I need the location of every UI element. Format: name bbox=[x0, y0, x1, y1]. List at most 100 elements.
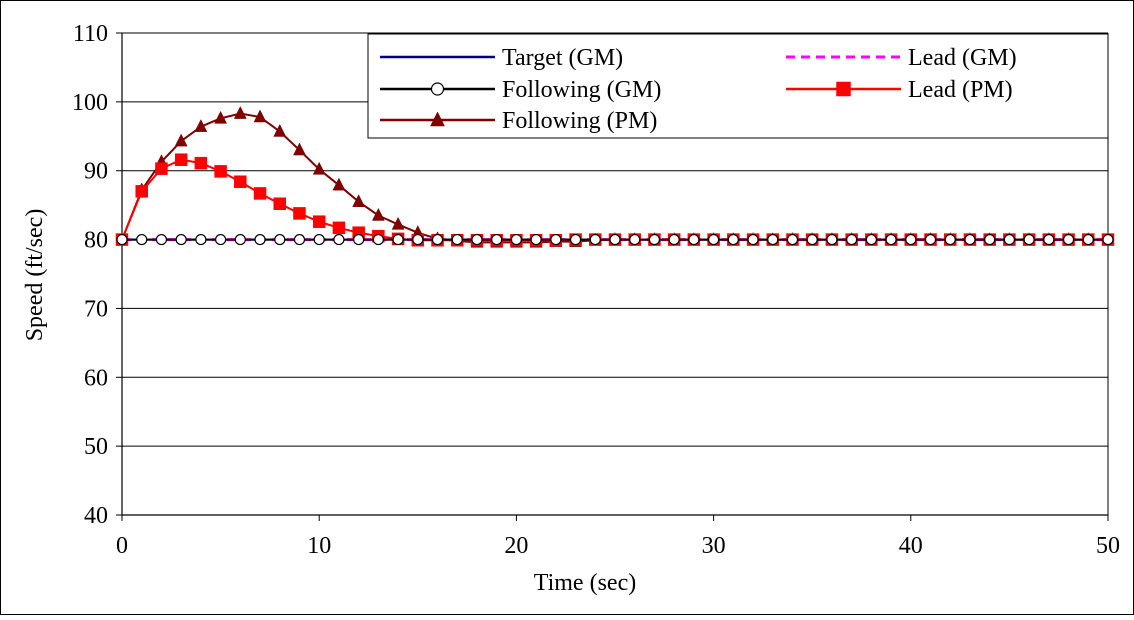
data-point-following-pm bbox=[352, 194, 366, 207]
data-point-following-pm bbox=[233, 106, 247, 119]
data-point-lead-pm bbox=[214, 165, 227, 178]
data-point-following-gm bbox=[905, 233, 917, 246]
legend-swatch-marker bbox=[430, 111, 445, 127]
data-point-following-gm bbox=[293, 233, 306, 246]
data-point-following-pm bbox=[174, 133, 188, 147]
data-point-following-pm bbox=[253, 109, 267, 123]
legend-label: Lead (GM) bbox=[908, 45, 1017, 71]
data-point-following-gm bbox=[648, 233, 661, 246]
data-point-following-gm bbox=[471, 233, 483, 246]
data-point-following-pm bbox=[293, 142, 306, 156]
data-point-following-gm bbox=[924, 233, 937, 246]
data-point-following-gm bbox=[865, 233, 877, 246]
data-point-following-gm bbox=[569, 233, 582, 246]
x-tick-label: 0 bbox=[116, 533, 128, 559]
y-tick-label: 100 bbox=[72, 90, 108, 116]
legend-label: Lead (PM) bbox=[908, 77, 1013, 103]
data-point-following-gm bbox=[1023, 233, 1035, 246]
data-point-following-pm bbox=[312, 161, 326, 175]
data-point-following-gm bbox=[372, 233, 384, 246]
data-point-following-gm bbox=[136, 233, 148, 246]
data-point-following-gm bbox=[629, 233, 641, 246]
data-point-following-pm bbox=[214, 110, 228, 124]
x-tick-label: 40 bbox=[899, 533, 923, 559]
data-point-following-gm bbox=[510, 233, 523, 246]
data-point-following-gm bbox=[609, 233, 621, 246]
y-tick-label: 80 bbox=[84, 228, 108, 254]
data-point-following-gm bbox=[431, 233, 444, 246]
y-tick-label: 40 bbox=[84, 503, 108, 529]
data-point-following-gm bbox=[155, 233, 168, 246]
data-point-following-gm bbox=[707, 233, 720, 246]
data-point-following-gm bbox=[1082, 233, 1094, 246]
x-tick-label: 20 bbox=[504, 533, 528, 559]
data-point-following-gm bbox=[806, 233, 818, 246]
legend-item-target-gm: Target (GM) bbox=[380, 45, 623, 71]
data-point-lead-pm bbox=[293, 207, 306, 220]
data-point-following-gm bbox=[412, 233, 424, 246]
data-point-following-gm bbox=[1062, 233, 1075, 246]
data-point-following-pm bbox=[332, 177, 346, 191]
data-point-following-gm bbox=[254, 233, 266, 246]
data-point-following-gm bbox=[688, 233, 700, 246]
data-point-following-gm bbox=[274, 233, 286, 246]
data-point-lead-pm bbox=[312, 215, 326, 228]
data-point-lead-pm bbox=[135, 185, 148, 198]
data-point-following-gm bbox=[668, 233, 680, 246]
data-point-following-gm bbox=[589, 233, 601, 246]
series-following-gm bbox=[116, 233, 1114, 246]
legend-item-lead-pm: Lead (PM) bbox=[786, 77, 1013, 103]
legend-label: Following (PM) bbox=[502, 108, 657, 134]
data-point-lead-pm bbox=[332, 221, 346, 235]
data-point-following-gm bbox=[195, 233, 207, 246]
data-point-following-gm bbox=[767, 233, 779, 246]
y-tick-label: 50 bbox=[84, 434, 108, 460]
data-point-following-gm bbox=[451, 233, 463, 246]
y-tick-label: 90 bbox=[84, 159, 108, 185]
data-point-following-gm bbox=[313, 233, 325, 246]
data-point-following-gm bbox=[215, 233, 227, 246]
data-point-following-gm bbox=[846, 233, 858, 246]
data-point-following-gm bbox=[1102, 233, 1114, 246]
y-tick-label: 70 bbox=[84, 296, 108, 322]
data-point-following-gm bbox=[234, 233, 246, 246]
x-tick-label: 10 bbox=[307, 533, 331, 559]
data-point-lead-pm bbox=[253, 187, 267, 200]
data-point-following-gm bbox=[1003, 233, 1016, 246]
data-point-following-gm bbox=[944, 233, 956, 246]
series-layer bbox=[115, 106, 1115, 248]
legend-item-lead-gm: Lead (GM) bbox=[786, 45, 1017, 71]
data-point-following-gm bbox=[786, 233, 799, 246]
data-point-following-gm bbox=[116, 233, 128, 246]
data-point-lead-pm bbox=[194, 156, 208, 170]
data-point-following-pm bbox=[194, 119, 208, 132]
data-point-following-gm bbox=[964, 233, 976, 246]
y-axis-title: Speed (ft/sec) bbox=[22, 209, 48, 342]
legend: Target (GM) Lead (GM) Following (GM) Lead (… bbox=[367, 33, 1109, 139]
data-point-following-pm bbox=[273, 123, 287, 137]
data-point-following-gm bbox=[392, 233, 404, 246]
legend-item-following-pm: Following (PM) bbox=[380, 108, 657, 134]
data-point-lead-pm bbox=[155, 162, 168, 175]
data-point-following-gm bbox=[984, 233, 996, 246]
data-point-lead-pm bbox=[273, 197, 287, 211]
data-point-following-gm bbox=[826, 233, 838, 246]
data-point-following-gm bbox=[530, 233, 542, 246]
data-point-following-gm bbox=[333, 233, 345, 246]
x-tick-label: 30 bbox=[702, 533, 726, 559]
data-point-following-gm bbox=[550, 233, 562, 246]
data-point-following-gm bbox=[727, 233, 739, 246]
data-point-following-gm bbox=[491, 233, 503, 246]
y-tick-label: 60 bbox=[84, 365, 108, 391]
data-point-following-gm bbox=[353, 233, 365, 246]
data-point-following-gm bbox=[747, 233, 759, 246]
legend-swatch-marker bbox=[836, 81, 851, 97]
legend-label: Target (GM) bbox=[502, 45, 623, 71]
data-point-lead-pm bbox=[174, 153, 188, 166]
x-tick-label: 50 bbox=[1096, 533, 1120, 559]
legend-swatch-marker bbox=[430, 82, 445, 96]
data-point-lead-pm bbox=[234, 175, 247, 188]
y-tick-label: 110 bbox=[73, 21, 108, 47]
